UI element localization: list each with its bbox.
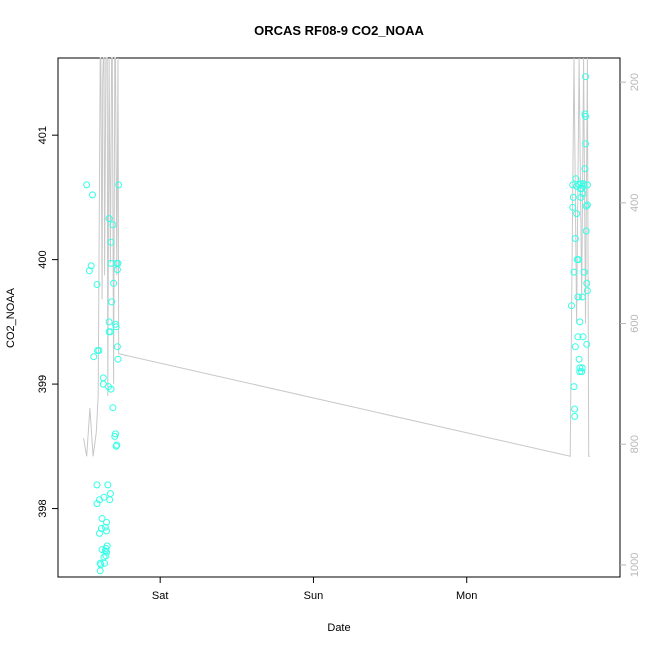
data-point bbox=[113, 343, 121, 351]
data-point bbox=[106, 328, 114, 336]
data-point-layer bbox=[83, 73, 591, 575]
data-point bbox=[571, 343, 579, 351]
data-point bbox=[574, 293, 582, 301]
data-point bbox=[107, 238, 115, 246]
data-point bbox=[89, 191, 96, 199]
data-point bbox=[582, 113, 589, 120]
data-point bbox=[572, 175, 580, 183]
data-point bbox=[581, 165, 589, 173]
plot-frame bbox=[57, 57, 621, 578]
data-point bbox=[570, 268, 578, 276]
data-point bbox=[583, 279, 591, 287]
x-tick-label: Mon bbox=[456, 590, 477, 602]
data-point bbox=[100, 493, 108, 501]
data-point bbox=[571, 235, 579, 242]
data-point bbox=[578, 293, 586, 301]
chart-title: ORCAS RF08-9 CO2_NOAA bbox=[254, 23, 424, 38]
data-point bbox=[583, 201, 591, 209]
x-tick-label: Sat bbox=[152, 590, 169, 602]
y-tick-label: 398 bbox=[37, 499, 49, 517]
data-point bbox=[105, 318, 113, 326]
data-point bbox=[101, 559, 109, 567]
secondary-line-layer bbox=[83, 57, 590, 457]
data-point bbox=[114, 259, 122, 267]
data-point bbox=[112, 442, 120, 450]
data-point bbox=[578, 368, 586, 376]
data-point bbox=[570, 383, 578, 391]
data-point bbox=[582, 227, 590, 235]
data-point bbox=[102, 552, 110, 560]
data-point bbox=[577, 193, 585, 201]
data-point bbox=[573, 210, 581, 218]
y2-axis: 200 400 600 800 1000 bbox=[620, 73, 641, 577]
y2-tick-label: 400 bbox=[629, 194, 641, 212]
data-point bbox=[575, 355, 583, 363]
data-point bbox=[95, 347, 103, 354]
data-point bbox=[571, 405, 579, 413]
x-tick-label: Sun bbox=[304, 590, 324, 602]
data-point bbox=[109, 221, 117, 229]
data-point bbox=[90, 353, 98, 361]
secondary-series-line bbox=[83, 57, 590, 457]
data-point bbox=[113, 441, 121, 449]
data-point bbox=[580, 182, 588, 190]
x-axis: Sat Sun Mon bbox=[152, 577, 477, 602]
data-point bbox=[576, 364, 584, 372]
data-point bbox=[580, 268, 588, 276]
data-point bbox=[579, 190, 587, 198]
data-point bbox=[569, 193, 577, 201]
data-point bbox=[579, 333, 587, 341]
data-point bbox=[112, 430, 119, 438]
data-point bbox=[574, 333, 582, 341]
data-point bbox=[571, 412, 579, 420]
data-point bbox=[583, 181, 591, 189]
y2-tick-label: 800 bbox=[629, 435, 641, 453]
y-axis-label: CO2_NOAA bbox=[5, 287, 17, 348]
data-point bbox=[576, 318, 584, 326]
data-point bbox=[108, 298, 116, 306]
data-point bbox=[87, 262, 95, 270]
data-point bbox=[103, 542, 111, 550]
data-point bbox=[115, 181, 123, 189]
data-point bbox=[582, 140, 589, 148]
data-point bbox=[575, 256, 582, 264]
data-point bbox=[110, 279, 118, 287]
data-point bbox=[103, 527, 110, 535]
data-point bbox=[113, 266, 121, 274]
data-point bbox=[101, 523, 109, 531]
data-point bbox=[582, 202, 590, 210]
data-point bbox=[98, 515, 106, 522]
data-point bbox=[568, 302, 575, 310]
data-point bbox=[583, 340, 591, 348]
x-axis-label: Date bbox=[327, 622, 350, 634]
data-point bbox=[97, 561, 105, 569]
y-tick-label: 400 bbox=[37, 250, 49, 268]
data-point bbox=[107, 385, 115, 393]
y-tick-label: 401 bbox=[37, 126, 49, 144]
data-point bbox=[582, 73, 589, 81]
data-point bbox=[83, 181, 91, 189]
data-point bbox=[569, 203, 577, 211]
data-point bbox=[578, 364, 586, 372]
data-point bbox=[104, 481, 112, 489]
data-point bbox=[580, 180, 588, 188]
data-point bbox=[105, 215, 113, 223]
data-point bbox=[114, 355, 122, 363]
y-tick-label: 399 bbox=[37, 375, 49, 393]
data-point bbox=[93, 281, 101, 288]
data-point bbox=[112, 323, 120, 331]
data-point bbox=[99, 374, 107, 382]
y-axis: 398 399 400 401 bbox=[37, 126, 58, 518]
y2-tick-label: 600 bbox=[629, 314, 641, 332]
data-point bbox=[106, 490, 114, 498]
data-point bbox=[103, 518, 110, 526]
data-point bbox=[583, 287, 591, 295]
data-point bbox=[93, 481, 101, 489]
y2-tick-label: 1000 bbox=[629, 553, 641, 577]
data-point bbox=[109, 404, 117, 412]
y2-tick-label: 200 bbox=[629, 73, 641, 91]
data-point bbox=[96, 567, 104, 575]
data-point bbox=[106, 496, 114, 504]
